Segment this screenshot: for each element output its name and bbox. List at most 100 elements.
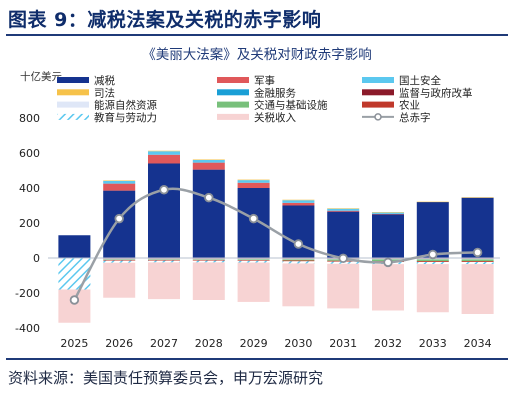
- x-tick-label: 2034: [464, 337, 492, 350]
- total-deficit-point-2028: [204, 192, 214, 203]
- bar-农业-2028: [192, 259, 225, 261]
- x-tick-label: 2031: [329, 337, 357, 350]
- legend-swatch-国土安全: [362, 77, 394, 83]
- legend-marker-总赤字: [374, 113, 382, 121]
- x-tick-label: 2030: [284, 337, 312, 350]
- bar-交通与基础设施-2030: [282, 259, 315, 261]
- legend-label: 能源自然资源: [94, 99, 157, 112]
- x-tick-label: 2026: [105, 337, 133, 350]
- total-deficit-point-2026: [114, 213, 124, 224]
- x-axis: 2025 2026 2027 2028 2029 2030 2031 2032 2033 2034: [60, 337, 491, 350]
- bar-军事-2032: [372, 213, 404, 215]
- bar-司法-2031: [327, 208, 360, 209]
- total-deficit-point-2032: [383, 257, 393, 268]
- legend-label: 减税: [94, 74, 115, 87]
- figure-title: 图表 9：减税法案及关税的赤字影响: [8, 9, 322, 31]
- y-tick-label: 600: [19, 147, 40, 160]
- total-deficit-point-2031: [338, 253, 348, 264]
- bar-关税收入-2032: [372, 264, 404, 311]
- bar-教育与劳动力-2026: [103, 260, 136, 263]
- bar-司法-2034: [461, 197, 494, 198]
- legend-swatch-军事: [217, 77, 249, 83]
- legend-swatch-教育与劳动力: [57, 113, 89, 120]
- bar-教育与劳动力-2028: [192, 260, 225, 263]
- bar-司法-2030: [282, 199, 315, 201]
- total-deficit-point-2034: [472, 247, 483, 258]
- bar-司法-2028: [192, 159, 225, 160]
- x-tick-label: 2033: [419, 337, 447, 350]
- bar-减税-2025: [58, 235, 91, 258]
- legend-label: 司法: [94, 86, 115, 99]
- bar-军事-2031: [327, 210, 360, 212]
- bar-减税-2031: [327, 211, 360, 258]
- bar-减税-2027: [148, 163, 180, 258]
- bar-农业-2027: [148, 259, 180, 261]
- bar-能源自然资源-2028: [192, 258, 225, 260]
- bar-减税-2028: [192, 169, 225, 258]
- bar-教育与劳动力-2034: [461, 262, 494, 265]
- bar-监督与政府改革-2030: [282, 258, 315, 259]
- y-tick-label: 400: [19, 182, 40, 195]
- bar-关税收入-2028: [192, 262, 225, 300]
- bar-军事-2027: [148, 154, 180, 164]
- bar-农业-2033: [416, 261, 449, 263]
- bar-司法-2032: [372, 212, 404, 213]
- bar-国土安全-2029: [237, 180, 270, 183]
- figure-header: 图表 9：减税法案及关税的赤字影响: [0, 0, 514, 36]
- legend-swatch-能源自然资源: [57, 101, 89, 108]
- bar-交通与基础设施-2033: [416, 259, 449, 262]
- bar-军事-2029: [237, 182, 270, 188]
- bar-交通与基础设施-2028: [192, 259, 225, 260]
- bar-国土安全-2028: [192, 160, 225, 163]
- source-note: 资料来源：美国责任预算委员会，申万宏源研究: [8, 369, 324, 387]
- bar-能源自然资源-2030: [282, 258, 315, 260]
- bar-交通与基础设施-2026: [103, 259, 136, 260]
- bar-司法-2033: [416, 201, 449, 203]
- bar-能源自然资源-2029: [237, 258, 270, 260]
- bar-关税收入-2031: [327, 263, 360, 309]
- legend-swatch-金融服务: [217, 89, 249, 96]
- bar-交通与基础设施-2034: [461, 259, 494, 262]
- legend-label: 关税收入: [254, 111, 296, 124]
- bar-司法-2027: [148, 150, 180, 152]
- bar-关税收入-2025: [58, 289, 91, 323]
- bar-监督与政府改革-2028: [192, 258, 225, 259]
- bar-监督与政府改革-2034: [461, 258, 494, 259]
- x-tick-label: 2028: [195, 337, 223, 350]
- bar-农业-2034: [461, 261, 494, 263]
- bar-军事-2030: [282, 202, 315, 206]
- bar-能源自然资源-2027: [148, 258, 180, 260]
- bar-关税收入-2026: [103, 262, 136, 298]
- legend-label: 国土安全: [399, 74, 441, 87]
- legend-label: 军事: [254, 74, 275, 87]
- chart-title: 《美丽大法案》及关税对财政赤字影响: [142, 47, 372, 63]
- total-deficit-line: [69, 185, 483, 305]
- y-axis-unit-label: 十亿美元: [20, 71, 62, 83]
- bar-关税收入-2030: [282, 263, 315, 307]
- bar-司法-2026: [103, 180, 136, 181]
- total-deficit-point-2029: [248, 213, 259, 224]
- bar-国土安全-2030: [282, 200, 315, 203]
- legend-label: 监督与政府改革: [399, 86, 473, 99]
- total-deficit-curve: [73, 187, 478, 301]
- legend-swatch-农业: [362, 101, 394, 108]
- bar-监督与政府改革-2029: [237, 258, 270, 259]
- y-axis: -400 -200 0 200 400 600 800: [15, 112, 40, 335]
- bar-能源自然资源-2026: [103, 258, 136, 260]
- bar-减税-2032: [372, 214, 404, 258]
- total-deficit-point-2033: [428, 249, 438, 260]
- bar-农业-2030: [282, 260, 315, 262]
- bar-关税收入-2027: [148, 262, 180, 300]
- y-tick-label: -400: [15, 322, 40, 335]
- x-tick-label: 2027: [150, 337, 178, 350]
- bar-关税收入-2034: [461, 264, 494, 314]
- x-tick-label: 2029: [240, 337, 268, 350]
- bar-教育与劳动力-2033: [416, 262, 449, 265]
- bar-监督与政府改革-2026: [103, 258, 136, 259]
- header-divider: [6, 34, 508, 36]
- legend-label: 总赤字: [399, 111, 431, 124]
- bar-教育与劳动力-2027: [148, 260, 180, 263]
- bar-司法-2029: [237, 179, 270, 181]
- bar-能源自然资源-2034: [461, 258, 494, 260]
